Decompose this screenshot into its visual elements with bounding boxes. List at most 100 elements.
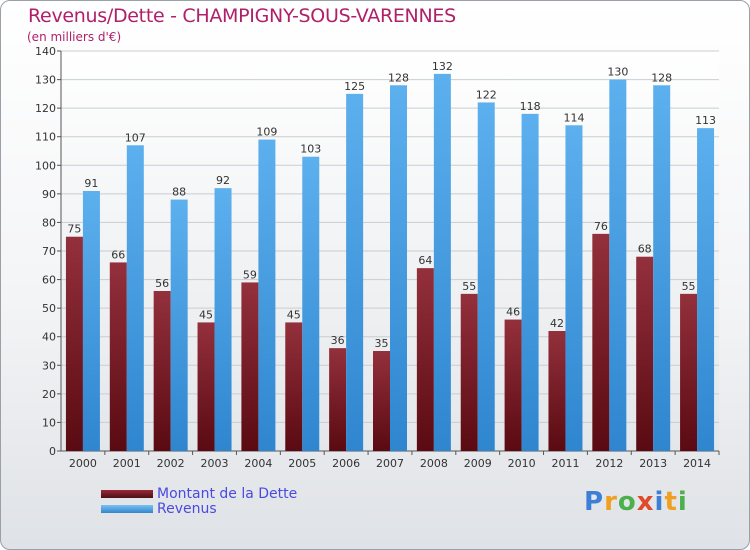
bar-revenus [521,113,539,451]
y-tick-label: 50 [42,302,56,315]
bar-dette [197,322,215,451]
x-tick-label: 2009 [464,457,492,470]
x-tick-label: 2001 [113,457,141,470]
y-tick-label: 110 [35,131,56,144]
bar-dette [416,268,434,451]
data-label-revenus: 92 [216,174,230,187]
data-label-dette: 66 [111,248,125,261]
bar-dette [373,351,390,451]
y-tick-label: 90 [42,188,56,201]
bar-dette [329,348,347,451]
bar-dette [504,319,522,451]
y-tick-label: 30 [42,359,56,372]
bar-revenus [82,191,100,451]
data-label-dette: 55 [462,280,476,293]
x-tick-label: 2000 [69,457,97,470]
logo-letter: o [617,487,637,517]
data-label-revenus: 114 [563,111,584,124]
bar-dette [65,236,83,451]
y-tick-label: 130 [35,74,56,87]
bar-revenus [258,139,276,452]
data-label-dette: 45 [199,308,213,321]
bar-dette [548,331,566,451]
data-label-dette: 42 [550,317,564,330]
y-tick-label: 120 [35,102,56,115]
x-tick-label: 2013 [639,457,667,470]
x-tick-label: 2007 [376,457,404,470]
data-label-revenus: 132 [432,60,453,73]
x-tick-label: 2011 [551,457,579,470]
bar-revenus [346,93,364,451]
x-tick-label: 2012 [595,457,623,470]
bar-dette [680,293,698,451]
bar-revenus [653,85,671,452]
chart-subtitle: (en milliers d'€) [27,30,122,44]
bar-dette [592,233,610,451]
bar-dette [460,293,478,451]
x-tick-label: 2010 [508,457,536,470]
data-label-revenus: 103 [300,143,321,156]
bar-revenus [170,199,188,451]
data-label-revenus: 113 [695,114,716,127]
bar-dette [109,262,127,451]
y-tick-label: 80 [42,216,56,229]
bar-dette [153,291,171,451]
legend-swatch-revenus [101,505,153,513]
legend-label-revenus: Revenus [157,501,217,517]
bar-revenus [126,145,144,452]
data-label-dette: 46 [506,306,520,319]
data-label-revenus: 128 [388,71,409,84]
chart-title: Revenus/Dette - CHAMPIGNY-SOUS-VARENNES [28,5,456,27]
x-tick-label: 2005 [288,457,316,470]
bar-revenus [697,128,715,451]
logo-letter: t [664,487,678,517]
x-tick-label: 2008 [420,457,448,470]
data-label-dette: 45 [287,308,301,321]
data-label-dette: 76 [594,220,608,233]
bar-chart: 0 10 20 30 40 50 60 70 80 90 100 110 120 130 140 75 91 20… [35,45,720,470]
y-tick-label: 70 [42,245,56,258]
logo-letter: i [654,487,665,517]
data-label-dette: 68 [638,243,652,256]
logo-letter: P [584,487,605,517]
data-label-revenus: 118 [520,100,541,113]
bar-revenus [609,79,627,452]
y-tick-label: 10 [42,416,56,429]
data-label-dette: 55 [682,280,696,293]
bar-revenus [214,188,232,451]
y-tick-label: 140 [35,45,56,58]
data-label-revenus: 91 [84,177,98,190]
x-tick-label: 2006 [332,457,360,470]
data-label-dette: 75 [67,223,81,236]
bar-revenus [565,125,583,452]
data-label-dette: 36 [331,334,345,347]
bar-dette [636,256,654,451]
proxiti-logo: Proxiti [584,487,688,517]
logo-letter: r [604,487,618,517]
y-tick-label: 60 [42,274,56,287]
data-label-revenus: 125 [344,80,365,93]
data-label-revenus: 130 [607,66,628,79]
legend-label-dette: Montant de la Dette [157,486,298,502]
data-label-revenus: 109 [256,126,277,139]
x-tick-label: 2014 [683,457,711,470]
data-label-dette: 64 [418,254,432,267]
data-label-revenus: 128 [651,71,672,84]
x-tick-label: 2002 [157,457,185,470]
bar-dette [241,282,259,451]
logo-letter: i [677,487,688,517]
bar-revenus [433,73,451,451]
data-label-dette: 59 [243,268,257,281]
x-tick-label: 2004 [244,457,272,470]
data-label-revenus: 107 [125,131,146,144]
y-tick-label: 100 [35,159,56,172]
y-tick-label: 0 [49,445,56,458]
y-tick-label: 20 [42,388,56,401]
data-label-dette: 56 [155,277,169,290]
y-tick-label: 40 [42,331,56,344]
logo-letter: x [636,487,655,517]
bar-revenus [390,85,407,452]
x-tick-label: 2003 [201,457,229,470]
bar-dette [285,322,303,451]
